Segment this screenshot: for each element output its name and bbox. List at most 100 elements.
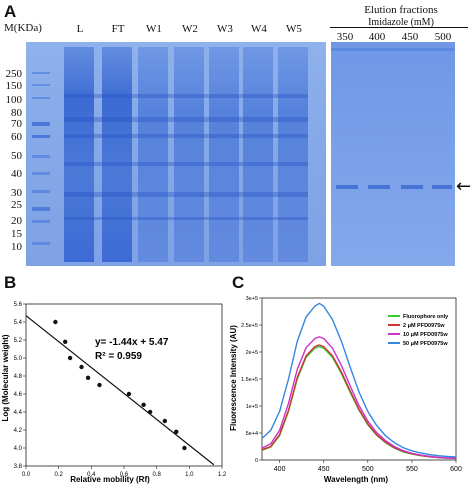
mw-150: 150	[5, 80, 23, 92]
mw-25: 25	[11, 199, 22, 211]
lane-label-w5: W5	[286, 23, 302, 35]
b-data-point	[79, 364, 84, 370]
c-xtick-label: 600	[450, 466, 462, 473]
b-data-point	[97, 382, 102, 388]
mw-header: M(KDa)	[4, 22, 42, 34]
b-xtick-label: 1.0	[185, 472, 194, 478]
b-data-point	[141, 402, 146, 407]
lane-label-w4: W4	[251, 23, 267, 35]
lane-w2	[174, 47, 204, 262]
b-data-point	[126, 391, 132, 397]
fluorescence-chart: 400 450 500 550 600 0 5e+4 1e+5 1.5e+5 2e+5 2.5e+5…	[229, 296, 462, 484]
marker-lane	[32, 72, 50, 245]
c-legend-label: Fluorophore only	[403, 314, 449, 320]
band-350	[336, 185, 358, 189]
b-data-point	[67, 355, 73, 361]
b-data-point	[147, 409, 153, 415]
mw-60: 60	[11, 131, 22, 143]
mw-250: 250	[5, 68, 23, 80]
lane-w3	[209, 47, 239, 262]
c-legend-label: 10 μM PFD0975w	[403, 332, 448, 338]
c-series-line	[261, 302, 457, 458]
mw-100: 100	[5, 94, 23, 106]
c-ytick-label: 5e+4	[246, 431, 258, 437]
mw-30: 30	[11, 187, 22, 199]
mw-70: 70	[11, 118, 22, 130]
mw-40: 40	[11, 168, 22, 180]
elution-lane-350: 350	[336, 31, 354, 43]
c-xlabel: Wavelength (nm)	[324, 475, 388, 484]
lane-label-w2: W2	[182, 23, 198, 35]
mw-15: 15	[11, 228, 22, 240]
b-data-point	[53, 319, 58, 325]
b-ytick-label: 4.0	[14, 446, 23, 452]
elution-lane-500: 500	[434, 31, 452, 43]
b-xtick-label: 0.0	[22, 472, 31, 478]
c-xtick-label: 450	[318, 466, 330, 473]
lane-label-l: L	[76, 23, 84, 35]
c-legend: Fluorophore only 2 μM PFD0975w 10 μM PFD09…	[388, 314, 449, 347]
mw-10: 10	[11, 241, 22, 253]
regression-equation: y= -1.44x + 5.47	[95, 337, 169, 348]
b-ytick-label: 5.4	[14, 320, 23, 326]
lane-label-w1: W1	[146, 23, 162, 35]
r-squared: R² = 0.959	[95, 351, 142, 362]
b-xtick-label: 0.8	[152, 472, 161, 478]
band-500	[432, 185, 452, 189]
panel-a-label: A	[4, 2, 17, 21]
b-ytick-label: 4.2	[14, 428, 23, 434]
c-ytick-label: 3e+5	[246, 296, 258, 302]
mw-50: 50	[11, 150, 22, 162]
elution-subtitle: Imidazole (mM)	[368, 17, 434, 28]
c-legend-label: 2 μM PFD0975w	[403, 323, 445, 329]
elution-gel	[331, 42, 455, 266]
b-ytick-label: 5.2	[14, 338, 23, 344]
c-series-line	[261, 336, 457, 459]
band-400	[368, 185, 390, 189]
c-ylabel: Fluorescence Intensity (AU)	[229, 325, 238, 431]
b-data-point	[85, 375, 91, 380]
b-data-point	[182, 445, 187, 451]
b-ylabel: Log (Molecular weight)	[1, 334, 10, 421]
c-series-line	[261, 344, 457, 459]
b-ytick-label: 4.4	[14, 410, 23, 416]
lane-w4	[243, 47, 273, 262]
c-ytick-label: 2.5e+5	[241, 323, 258, 329]
c-legend-label: 50 μM PFD0975w	[403, 341, 448, 347]
lane-l	[64, 47, 94, 262]
sds-page-gel	[26, 42, 326, 266]
c-xtick-label: 500	[362, 466, 374, 473]
b-xtick-label: 0.2	[54, 472, 63, 478]
panel-b-label: B	[4, 273, 17, 292]
mw-20: 20	[11, 215, 22, 227]
b-data-point	[162, 418, 168, 424]
c-xtick-label: 550	[406, 466, 418, 473]
b-ytick-label: 5.6	[14, 302, 23, 308]
b-data-point	[174, 429, 179, 434]
elution-title: Elution fractions	[364, 4, 438, 16]
elution-bands-svg	[331, 48, 455, 189]
gel-lanes-svg	[32, 47, 308, 262]
c-xtick-label: 400	[274, 466, 286, 473]
b-plot-frame	[25, 303, 223, 467]
b-ytick-label: 4.8	[14, 374, 23, 380]
c-ytick-label: 2e+5	[246, 350, 258, 356]
b-xtick-label: 0.6	[120, 472, 129, 478]
elution-lane-400: 400	[368, 31, 386, 43]
target-band-arrow-icon: ←	[456, 176, 472, 197]
band-450	[401, 185, 423, 189]
lane-label-ft: FT	[111, 23, 125, 35]
b-xlabel: Relative mobility (Rf)	[70, 475, 150, 484]
b-ytick-label: 5.0	[14, 356, 23, 362]
c-ytick-label: 0	[255, 458, 258, 464]
c-ytick-label: 1.5e+5	[241, 377, 258, 383]
b-ytick-label: 4.6	[14, 392, 23, 398]
panel-c-label: C	[232, 273, 245, 292]
lane-w5	[278, 47, 308, 262]
b-ytick-label: 3.8	[14, 464, 23, 470]
b-xtick-label: 1.2	[218, 472, 227, 478]
elution-bracket	[330, 27, 468, 28]
b-xtick-label: 0.4	[87, 472, 96, 478]
b-data-point	[62, 339, 68, 344]
lane-label-w3: W3	[217, 23, 233, 35]
